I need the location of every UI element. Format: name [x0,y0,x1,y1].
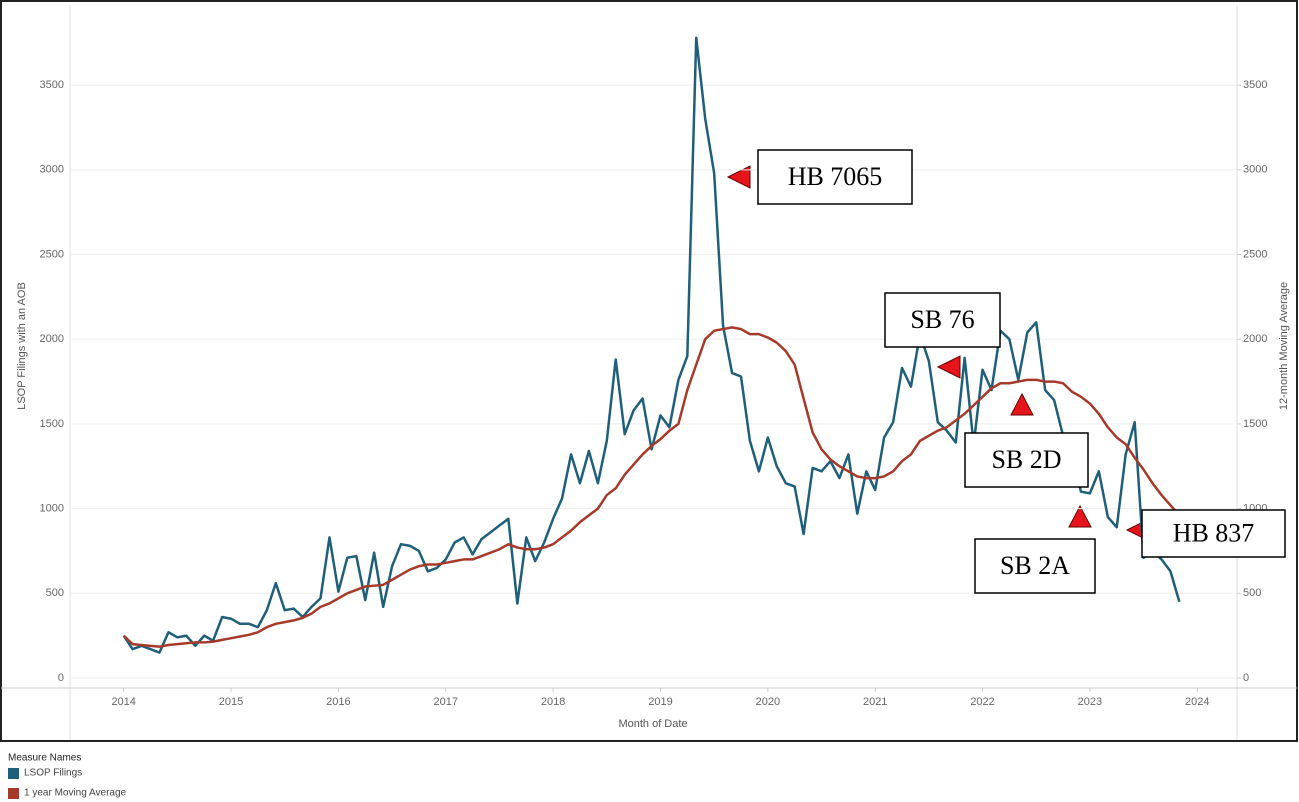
y2-tick-label: 1500 [1243,418,1267,430]
annotation-text: SB 2A [1000,551,1070,580]
annotation-marker [936,355,961,379]
y2-tick-label: 2000 [1243,333,1267,345]
legend-swatch [8,768,19,779]
y2-tick-label: 3000 [1243,164,1267,176]
annotation-box [1141,509,1286,558]
x-tick-label: 2015 [219,696,243,708]
annotation-marker [1068,504,1092,528]
y-tick-label: 1000 [40,503,64,515]
y-tick-label: 3500 [40,79,64,91]
y-axis-title: LSOP Filings with an AOB [16,282,28,410]
annotation-box [884,292,1001,348]
legend-swatch [8,788,19,799]
legend-label: LSOP Filings [24,768,82,779]
x-tick-label: 2023 [1078,696,1102,708]
series-line [122,36,1181,654]
y-tick-label: 500 [46,587,64,599]
y-tick-label: 2000 [40,333,64,345]
annotation-text: SB 76 [910,305,974,334]
series-line [122,326,1181,648]
y-tick-label: 0 [58,672,64,684]
x-tick-label: 2016 [326,696,350,708]
y2-tick-label: 0 [1243,672,1249,684]
annotation-text: HB 837 [1173,518,1255,547]
y2-tick-label: 1000 [1243,503,1267,515]
x-tick-label: 2020 [756,696,780,708]
annotation-marker [1010,392,1034,416]
annotation-box [974,538,1096,594]
y2-tick-label: 3500 [1243,79,1267,91]
y2-axis-title: 12-month Moving Average [1278,282,1290,410]
legend-title: Measure Names [8,753,81,764]
x-axis-title: Month of Date [618,718,687,730]
y-tick-label: 1500 [40,418,64,430]
y2-tick-label: 500 [1243,587,1261,599]
y-tick-label: 2500 [40,248,64,260]
y2-tick-label: 2500 [1243,248,1267,260]
annotation-text: SB 2D [991,445,1061,474]
annotation-marker [726,165,751,189]
x-tick-label: 2018 [541,696,565,708]
y-tick-label: 3000 [40,164,64,176]
x-tick-label: 2017 [434,696,458,708]
x-tick-label: 2014 [111,696,135,708]
frame [0,0,1298,742]
legend-label: 1 year Moving Average [24,788,127,799]
x-tick-label: 2021 [863,696,887,708]
x-tick-label: 2024 [1185,696,1209,708]
annotation-box [964,432,1089,488]
annotation-text: HB 7065 [788,162,883,191]
x-tick-label: 2019 [648,696,672,708]
annotation-box [757,149,913,205]
x-tick-label: 2022 [970,696,994,708]
